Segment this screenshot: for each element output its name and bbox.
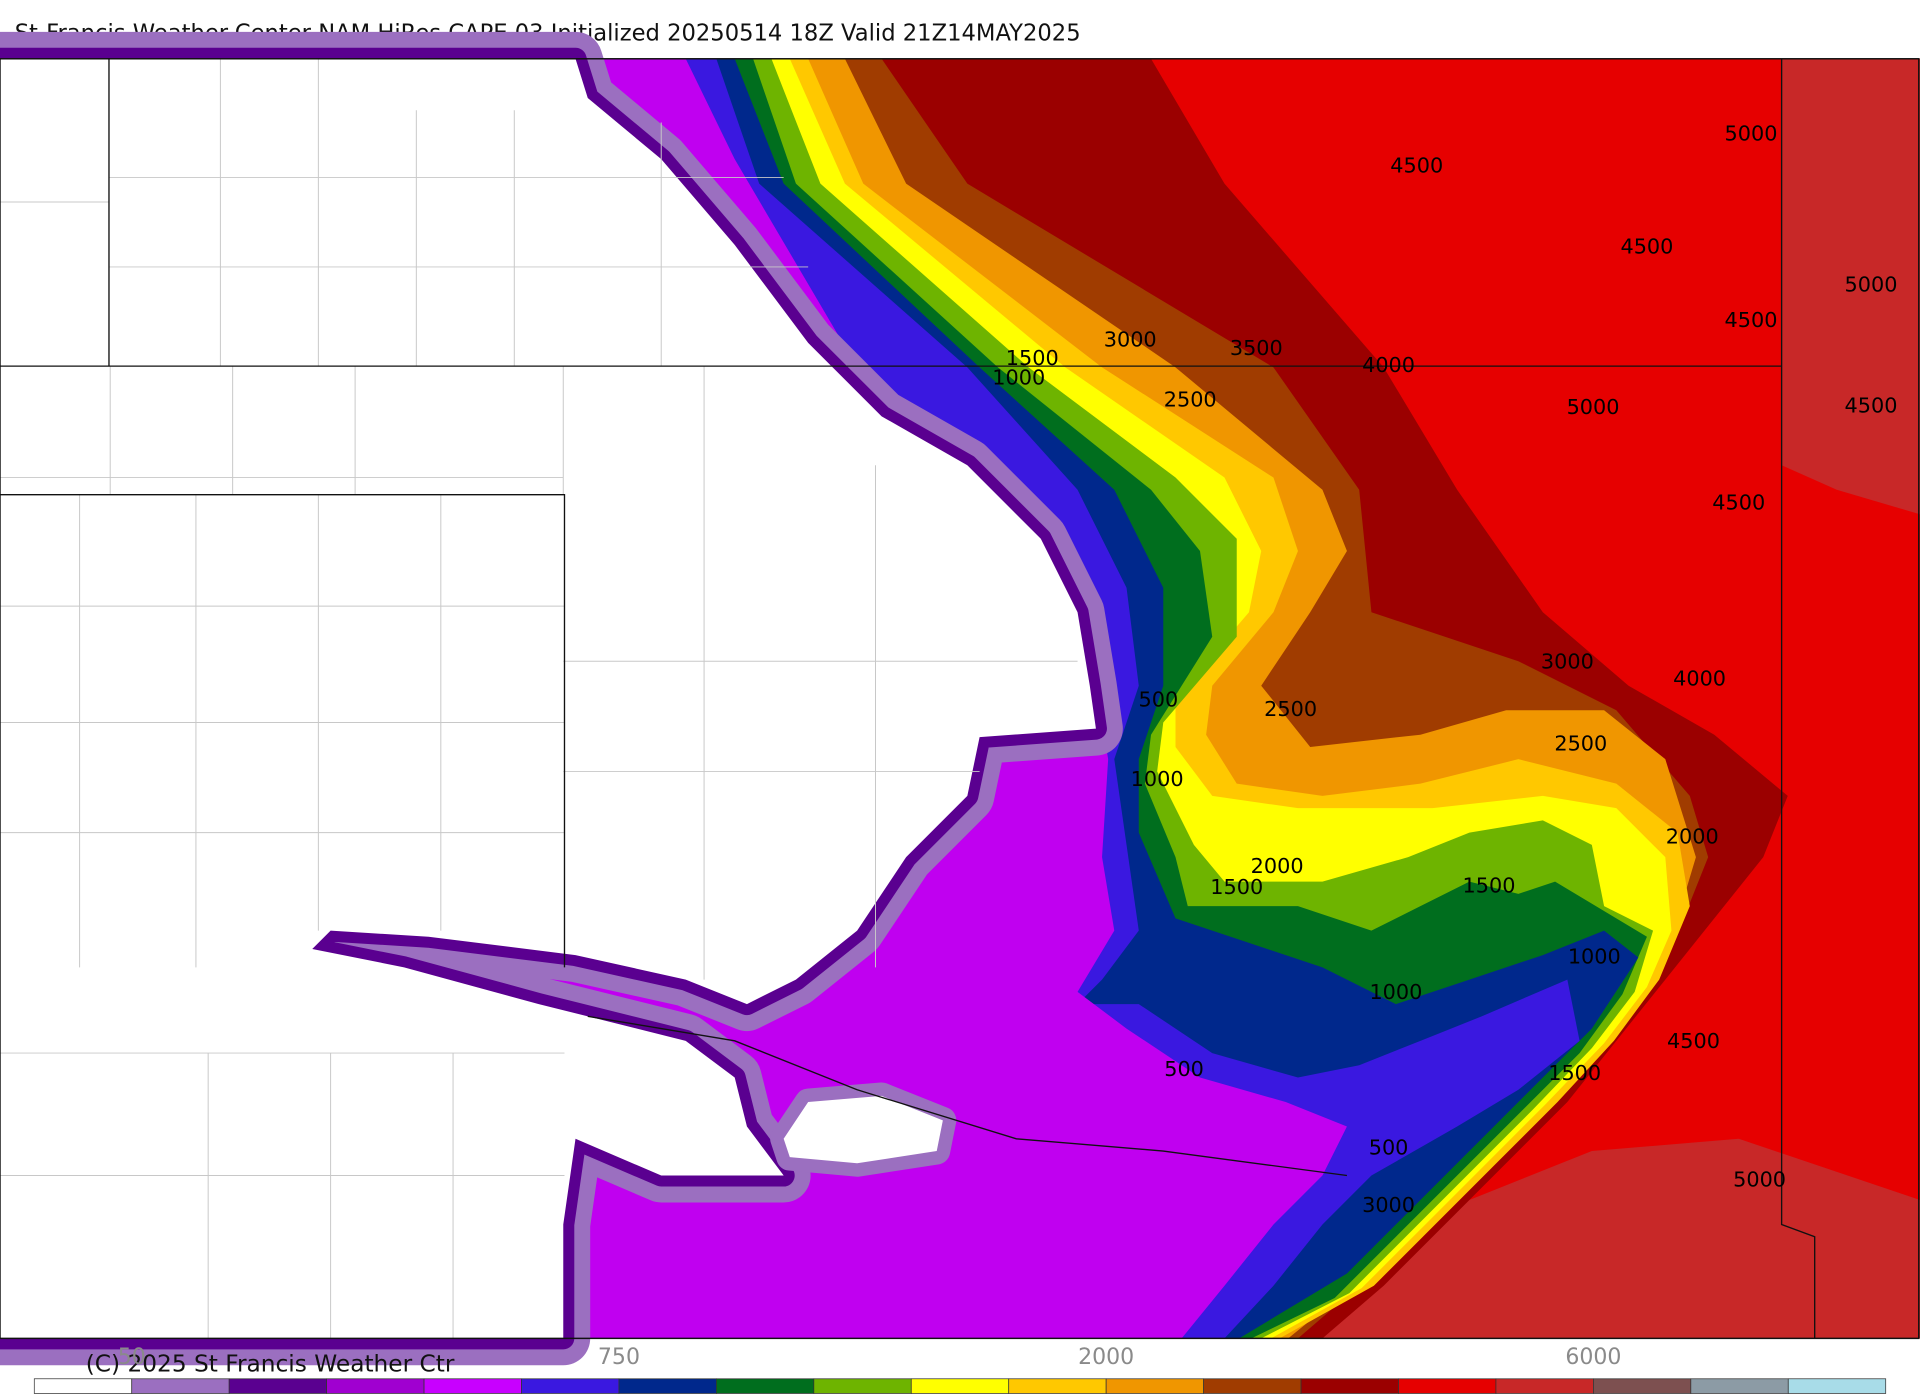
colorbar-swatch: [131, 1378, 230, 1394]
contour-label: 500: [1139, 687, 1179, 711]
band-high: [1322, 1138, 1920, 1339]
contour-label: 1000: [992, 365, 1045, 389]
contour-label: 4000: [1362, 353, 1415, 377]
colorbar-swatch: [910, 1378, 1010, 1394]
colorbar-swatch: [1300, 1378, 1399, 1394]
contour-label: 1500: [1210, 875, 1263, 899]
colorbar-swatch: [1105, 1378, 1204, 1394]
copyright: (C) 2025 St Francis Weather Ctr: [86, 1350, 455, 1377]
white-hole: [770, 1082, 957, 1177]
colorbar-swatch: [1008, 1378, 1107, 1394]
white-area-edge: [0, 47, 1107, 1350]
contour-label: 500: [1164, 1057, 1204, 1081]
contour-label: 2000: [1251, 854, 1304, 878]
contour-label: 1500: [1463, 874, 1516, 898]
no-cape-area: [0, 31, 1123, 1366]
contour-label: 3000: [1541, 649, 1594, 673]
colorbar-swatch: [1495, 1378, 1594, 1394]
colorbar-swatch: [1398, 1378, 1497, 1394]
contour-label: 4500: [1667, 1029, 1720, 1053]
colorbar-swatch: [33, 1378, 133, 1394]
contour-label: 500: [1369, 1136, 1409, 1160]
colorbar-swatch: [1690, 1378, 1789, 1394]
contour-label: 1000: [1369, 980, 1422, 1004]
contour-label: 4500: [1390, 154, 1443, 178]
county-lines: [0, 58, 1078, 1339]
contour-label: 5000: [1567, 395, 1620, 419]
contour-label: 2500: [1164, 387, 1217, 411]
colorbar-swatch: [228, 1378, 327, 1394]
contour-label: 4500: [1620, 234, 1673, 258]
contour-label: 3000: [1104, 327, 1157, 351]
colorbar-label: 50: [118, 1345, 146, 1370]
contour-label: 5000: [1733, 1167, 1786, 1191]
band-high: [1781, 58, 1920, 515]
colorbar-swatch: [618, 1378, 717, 1394]
contour-label: 1000: [1568, 945, 1621, 969]
cape-field: [0, 31, 1920, 1366]
colorbar-swatch: [326, 1378, 425, 1394]
colorbar-swatch: [1787, 1378, 1887, 1394]
colorbar-label: 6000: [1565, 1345, 1621, 1370]
contour-label: 4500: [1712, 490, 1765, 514]
colorbar-swatch: [521, 1378, 620, 1394]
contour-label: 5000: [1725, 122, 1778, 146]
colorbar-swatch: [1203, 1378, 1302, 1394]
contour-label: 2500: [1554, 731, 1607, 755]
colorbar-label: 750: [598, 1345, 640, 1370]
contour-label: 1500: [1548, 1061, 1601, 1085]
map-frame: [0, 58, 1920, 1340]
colorbar: 50 750 2000 6000: [33, 1345, 1887, 1394]
contour-label: 3000: [1362, 1193, 1415, 1217]
colorbar-swatch: [716, 1378, 815, 1394]
contour-label: 1500: [1006, 346, 1059, 370]
contour-label: 2500: [1264, 697, 1317, 721]
contour-label: 4500: [1845, 394, 1898, 418]
colorbar-swatch: [423, 1378, 522, 1394]
contour-label: 4500: [1725, 308, 1778, 332]
contour-label: 3500: [1230, 336, 1283, 360]
colorbar-label: 2000: [1078, 1345, 1134, 1370]
colorbar-swatch: [1593, 1378, 1692, 1394]
contour-label: 4000: [1673, 667, 1726, 691]
contour-label: 5000: [1845, 272, 1898, 296]
contour-label: 1000: [1131, 767, 1184, 791]
state-borders: [0, 58, 1816, 1339]
contour-label: 2000: [1666, 825, 1719, 849]
colorbar-swatch: [813, 1378, 912, 1394]
